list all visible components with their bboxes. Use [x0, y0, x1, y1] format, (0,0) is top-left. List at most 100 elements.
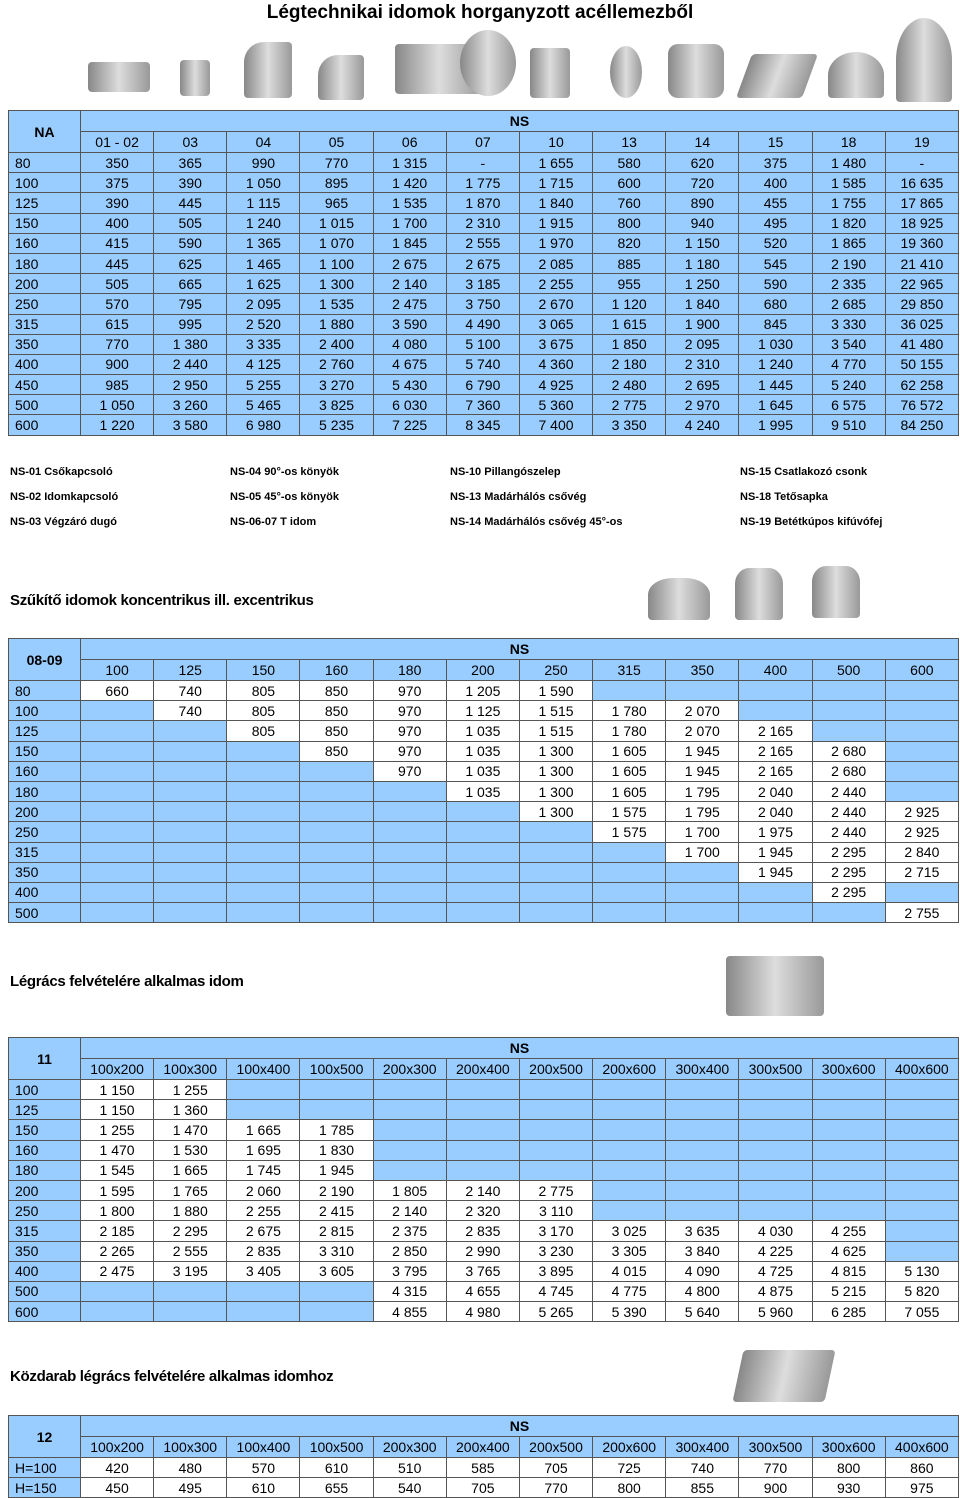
empty-cell: [153, 801, 228, 823]
cell: 1 585: [811, 172, 886, 194]
cell: 2 295: [153, 1220, 228, 1242]
cell: 4 080: [372, 333, 447, 355]
empty-cell: [665, 902, 740, 924]
cell: 2 925: [884, 801, 960, 823]
empty-cell: [79, 902, 155, 924]
cell: 585: [445, 1456, 520, 1479]
page-title: Légtechnikai idomok horganyzott acélleme…: [266, 2, 694, 23]
cell: 1 755: [811, 192, 886, 214]
row-label: 400: [8, 353, 81, 376]
cell: 2 295: [811, 861, 886, 883]
cell: 2 265: [79, 1240, 155, 1262]
cell: 900: [79, 353, 155, 376]
cell: 1 365: [226, 232, 301, 254]
cell: 3 605: [299, 1260, 374, 1282]
cell: 2 760: [299, 353, 374, 376]
cell: 1 805: [372, 1179, 447, 1202]
legend-item: NS-05 45°-os könyök: [230, 491, 339, 503]
cell: 4 770: [811, 353, 886, 376]
cell: 2 140: [445, 1179, 520, 1202]
cell: 3 335: [226, 333, 301, 355]
cell: 2 440: [811, 821, 886, 843]
cell: 4 255: [811, 1220, 886, 1242]
column-header: 150: [226, 659, 301, 681]
empty-cell: [665, 1159, 740, 1181]
cell: 1 945: [299, 1159, 374, 1181]
cell: 3 405: [226, 1260, 301, 1282]
cell: 2 180: [592, 353, 667, 376]
table-row: 80 350 365 990 770 1 315-1 655 580 620 375 1 480-: [8, 151, 960, 174]
cell: 1 515: [518, 700, 594, 722]
empty-cell: [79, 700, 155, 722]
empty-cell: [79, 821, 155, 843]
header-row: 01 - 02 03 04 05 06 07 10 13 14 15 18 19: [9, 131, 960, 153]
cell: 3 230: [518, 1240, 594, 1262]
row-label: 250: [8, 293, 81, 315]
table-row: 180 1 035 1 300 1 605 1 795 2 040 2 440: [8, 780, 960, 803]
cell: 2 520: [226, 313, 301, 335]
cell: 2 140: [372, 1200, 447, 1222]
empty-cell: [884, 760, 960, 782]
cell: 2 695: [665, 374, 740, 396]
row-label: 150: [8, 212, 81, 234]
cell: 2 140: [372, 273, 447, 295]
empty-cell: [738, 1179, 813, 1202]
empty-cell: [372, 861, 447, 883]
header-row: 08-09 NS: [8, 638, 959, 681]
cell: 1 605: [592, 760, 667, 782]
cell: 2 675: [226, 1220, 301, 1242]
cell: 855: [665, 1477, 740, 1498]
empty-cell: [299, 1301, 374, 1323]
empty-cell: [884, 740, 960, 762]
cell: 390: [153, 172, 228, 194]
cell: 2 840: [884, 841, 960, 863]
empty-cell: [372, 821, 447, 843]
cell: 505: [79, 273, 155, 295]
cell: 570: [226, 1456, 301, 1479]
cell: 1 070: [299, 232, 374, 254]
cell: 3 330: [811, 313, 886, 335]
empty-cell: [153, 1280, 228, 1303]
row-label: 80: [8, 679, 81, 702]
corner-header: 11: [8, 1037, 81, 1080]
cell: 1 945: [665, 760, 740, 782]
cell: 1 035: [445, 740, 520, 762]
cell: 615: [79, 313, 155, 335]
cell: 4 725: [738, 1260, 813, 1282]
empty-cell: [372, 780, 447, 803]
empty-cell: [811, 1139, 886, 1161]
cell: 2 925: [884, 821, 960, 843]
cell: 41 480: [884, 333, 960, 355]
empty-cell: [372, 1139, 447, 1161]
empty-cell: [445, 801, 520, 823]
table-row: H=100 420 480 570 610 510 585 705 725 740 770 800 86…: [8, 1456, 960, 1479]
legend-item: NS-03 Végzáró dugó: [10, 516, 117, 528]
column-header: 125: [153, 659, 228, 681]
row-label: 600: [8, 1301, 81, 1323]
cell: 820: [592, 232, 667, 254]
cell: 985: [79, 374, 155, 396]
cell: 1 100: [299, 252, 374, 275]
cell: 1 120: [592, 293, 667, 315]
cell: 930: [811, 1477, 886, 1498]
row-label: H=150: [8, 1477, 81, 1498]
cell: 1 420: [372, 172, 447, 194]
cell: 1 780: [592, 720, 667, 742]
column-header: 300x500: [738, 1058, 813, 1080]
cell: 2 165: [738, 760, 813, 782]
legend-item: NS-19 Betétkúpos kifúvófej: [740, 516, 883, 528]
empty-cell: [592, 1078, 667, 1101]
table-row: 200 1 300 1 575 1 795 2 040 2 440 2 925: [8, 801, 960, 823]
cell: 2 675: [372, 252, 447, 275]
cell: 5 235: [299, 414, 374, 436]
cell: 705: [445, 1477, 520, 1498]
cell: 4 745: [518, 1280, 594, 1303]
column-header: 05: [299, 131, 374, 153]
empty-cell: [592, 1179, 667, 1202]
cell: 1 615: [592, 313, 667, 335]
cell: 1 575: [592, 821, 667, 843]
cell: 455: [738, 192, 813, 214]
column-header: 400: [738, 659, 813, 681]
product-image: [180, 60, 210, 96]
cell: 990: [226, 151, 301, 174]
